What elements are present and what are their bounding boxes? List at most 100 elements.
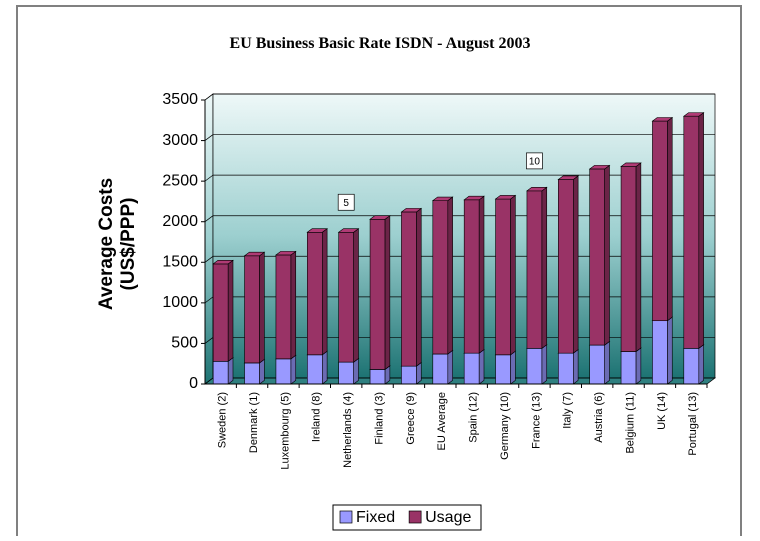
annotation-text: 10	[529, 157, 541, 168]
bar-top	[369, 215, 391, 220]
y-axis-title-line: Average Costs	[96, 178, 117, 310]
bar-segment	[212, 360, 229, 385]
bar-top	[212, 260, 234, 265]
bar-segment	[463, 352, 480, 385]
bar-side	[573, 175, 579, 354]
bar-segment	[338, 231, 354, 363]
grid-line	[204, 174, 214, 182]
legend-swatch	[408, 510, 422, 524]
annotation-box	[526, 152, 543, 170]
bar-segment	[307, 354, 323, 385]
bar-segment	[495, 198, 511, 356]
bar-top	[431, 196, 454, 201]
bar-segment	[432, 200, 449, 355]
grid-line	[204, 134, 214, 141]
bar-side	[667, 116, 673, 322]
bar-side	[573, 348, 579, 385]
bar-side	[322, 350, 328, 385]
y-tick-label: 1000	[162, 294, 198, 311]
bar-segment	[463, 199, 480, 354]
x-tick-label: Luxembourg (5)	[279, 392, 291, 470]
bar-top	[400, 208, 423, 213]
y-tick-label: 3000	[162, 132, 198, 149]
grid-line	[204, 296, 214, 304]
bar-side	[322, 228, 328, 356]
annotation: 10	[526, 152, 543, 170]
bar-side	[635, 347, 642, 385]
bar-side	[447, 196, 453, 355]
legend-box	[332, 504, 482, 531]
bar-side	[478, 348, 485, 385]
bar-top	[494, 195, 517, 200]
bar-side	[384, 215, 391, 370]
bar-segment	[620, 166, 637, 352]
bar-side	[698, 112, 704, 349]
legend-label: Usage	[425, 509, 471, 526]
x-tick-label: Greece (9)	[405, 392, 417, 445]
bar-side	[510, 350, 516, 385]
x-tick-label: Denmark (1)	[248, 392, 260, 453]
bar-side	[604, 340, 610, 385]
bar-side	[635, 162, 642, 353]
y-axis-title: Average Costs (US$/PPP)	[96, 178, 139, 310]
bar-segment	[495, 354, 511, 385]
bar-side	[290, 354, 297, 385]
bar-side	[541, 344, 548, 385]
grid-line	[204, 215, 214, 222]
bar-segment	[526, 190, 543, 349]
bar-segment	[401, 365, 417, 385]
bar-side	[667, 316, 673, 385]
bar-segment	[244, 362, 260, 385]
y-axis-title-line: (US$/PPP)	[118, 198, 139, 291]
x-tick-label: Belgium (11)	[624, 392, 636, 454]
bar-side	[227, 259, 234, 362]
annotation: 5	[337, 193, 355, 211]
bar-segment	[275, 358, 292, 385]
bar-side	[447, 349, 453, 385]
bar-top	[337, 228, 360, 233]
x-tick-label: UK (14)	[656, 392, 668, 430]
bar-segment	[620, 351, 637, 385]
y-tick-label: 0	[189, 375, 198, 392]
bar-segment	[338, 361, 354, 385]
bar-segment	[652, 320, 668, 385]
bar-side	[604, 164, 610, 346]
bar-segment	[369, 218, 386, 370]
y-tick-label: 500	[171, 335, 198, 352]
bar-top	[651, 117, 674, 122]
x-tick-label: Sweden (2)	[217, 392, 229, 448]
bar-segment	[369, 369, 386, 385]
y-tick-label: 3500	[162, 91, 198, 108]
bar-segment	[212, 263, 229, 362]
bar-side	[259, 358, 265, 385]
bar-top	[557, 175, 580, 180]
legend-swatch	[339, 510, 353, 524]
x-tick-label: Finland (3)	[373, 392, 385, 445]
x-tick-label: Netherlands (4)	[342, 392, 354, 468]
bar-segment	[589, 168, 605, 346]
bar-side	[416, 207, 422, 367]
bar-segment	[244, 255, 260, 364]
y-tick-label: 1500	[162, 254, 198, 271]
y-tick-label: 2500	[162, 172, 198, 189]
y-tick-label: 2000	[162, 213, 198, 230]
bar-side	[227, 357, 234, 385]
bar-side	[353, 228, 359, 363]
bar-side	[510, 194, 516, 356]
bar-side	[290, 250, 297, 360]
bar-segment	[432, 353, 449, 385]
annotation-text: 5	[343, 198, 349, 209]
x-tick-label: Portugal (13)	[687, 392, 699, 456]
chart-title: EU Business Basic Rate ISDN - August 200…	[230, 35, 531, 52]
bar-top	[588, 165, 611, 170]
bar-segment	[526, 347, 543, 385]
bar-side	[259, 251, 265, 364]
bar-segment	[683, 115, 700, 349]
bar-top	[463, 195, 485, 201]
x-tick-label: Italy (7)	[562, 392, 574, 429]
bar-side	[541, 186, 548, 349]
legend-label: Fixed	[356, 509, 395, 526]
grid-line	[204, 256, 214, 263]
